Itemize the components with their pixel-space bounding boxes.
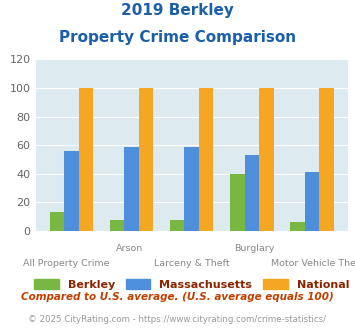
Bar — [290, 222, 305, 231]
Text: © 2025 CityRating.com - https://www.cityrating.com/crime-statistics/: © 2025 CityRating.com - https://www.city… — [28, 315, 327, 324]
Bar — [259, 88, 274, 231]
Bar — [185, 147, 199, 231]
Text: All Property Crime: All Property Crime — [23, 259, 110, 268]
Bar — [170, 219, 185, 231]
Bar — [78, 88, 93, 231]
Text: Motor Vehicle Theft: Motor Vehicle Theft — [271, 259, 355, 268]
Bar — [64, 151, 78, 231]
Text: Larceny & Theft: Larceny & Theft — [154, 259, 230, 268]
Bar — [139, 88, 153, 231]
Text: Property Crime Comparison: Property Crime Comparison — [59, 30, 296, 45]
Bar — [319, 88, 334, 231]
Bar — [230, 174, 245, 231]
Bar — [199, 88, 213, 231]
Bar — [305, 172, 319, 231]
Bar — [124, 147, 139, 231]
Bar — [50, 213, 64, 231]
Legend: Berkley, Massachusetts, National: Berkley, Massachusetts, National — [30, 274, 354, 294]
Text: Arson: Arson — [116, 244, 143, 253]
Text: Compared to U.S. average. (U.S. average equals 100): Compared to U.S. average. (U.S. average … — [21, 292, 334, 302]
Text: 2019 Berkley: 2019 Berkley — [121, 3, 234, 18]
Text: Burglary: Burglary — [234, 244, 274, 253]
Bar — [110, 219, 124, 231]
Bar — [245, 155, 259, 231]
